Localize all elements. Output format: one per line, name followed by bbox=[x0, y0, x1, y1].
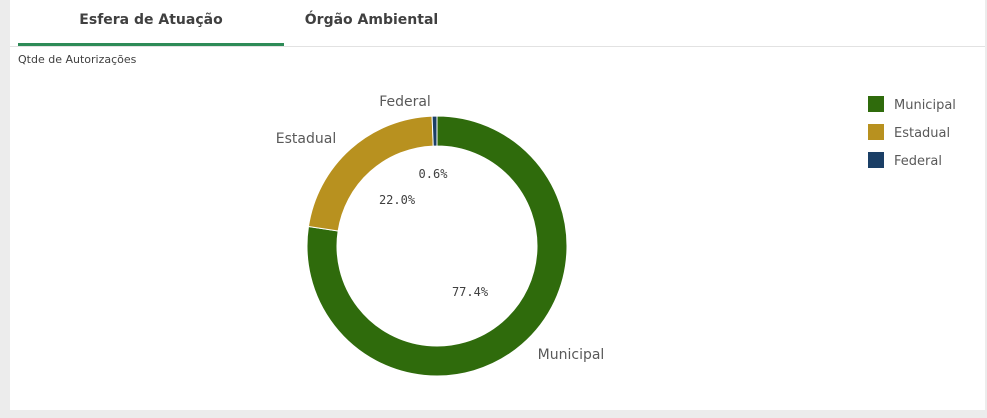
slice-label-municipal: Municipal bbox=[538, 347, 605, 363]
legend-swatch-federal[interactable] bbox=[868, 152, 884, 168]
percent-label-municipal: 77.4% bbox=[452, 285, 489, 299]
slice-municipal[interactable] bbox=[306, 115, 568, 377]
tab-esfera-de-atuacao[interactable]: Esfera de Atuação bbox=[79, 12, 223, 28]
legend-label-federal[interactable]: Federal bbox=[894, 154, 942, 169]
tab-orgao-ambiental[interactable]: Órgão Ambiental bbox=[304, 12, 439, 28]
slice-labels: Municipal Estadual Federal bbox=[276, 94, 605, 363]
legend-label-estadual[interactable]: Estadual bbox=[894, 126, 950, 141]
slice-label-estadual: Estadual bbox=[276, 131, 336, 147]
slice-label-federal: Federal bbox=[379, 94, 431, 110]
chart-legend: Municipal Estadual Federal bbox=[868, 96, 956, 169]
tab-bar: Esfera de Atuação Órgão Ambiental bbox=[10, 0, 985, 47]
percent-label-estadual: 22.0% bbox=[379, 193, 416, 207]
legend-label-municipal[interactable]: Municipal bbox=[894, 98, 956, 113]
donut-slices bbox=[306, 115, 568, 377]
percent-label-federal: 0.6% bbox=[419, 167, 449, 181]
slice-federal[interactable] bbox=[431, 115, 438, 147]
chart-title: Qtde de Autorizações bbox=[18, 53, 137, 66]
legend-swatch-estadual[interactable] bbox=[868, 124, 884, 140]
active-tab-indicator bbox=[18, 43, 284, 46]
legend-swatch-municipal[interactable] bbox=[868, 96, 884, 112]
percent-labels: 77.4% 22.0%0.6% bbox=[379, 167, 489, 299]
